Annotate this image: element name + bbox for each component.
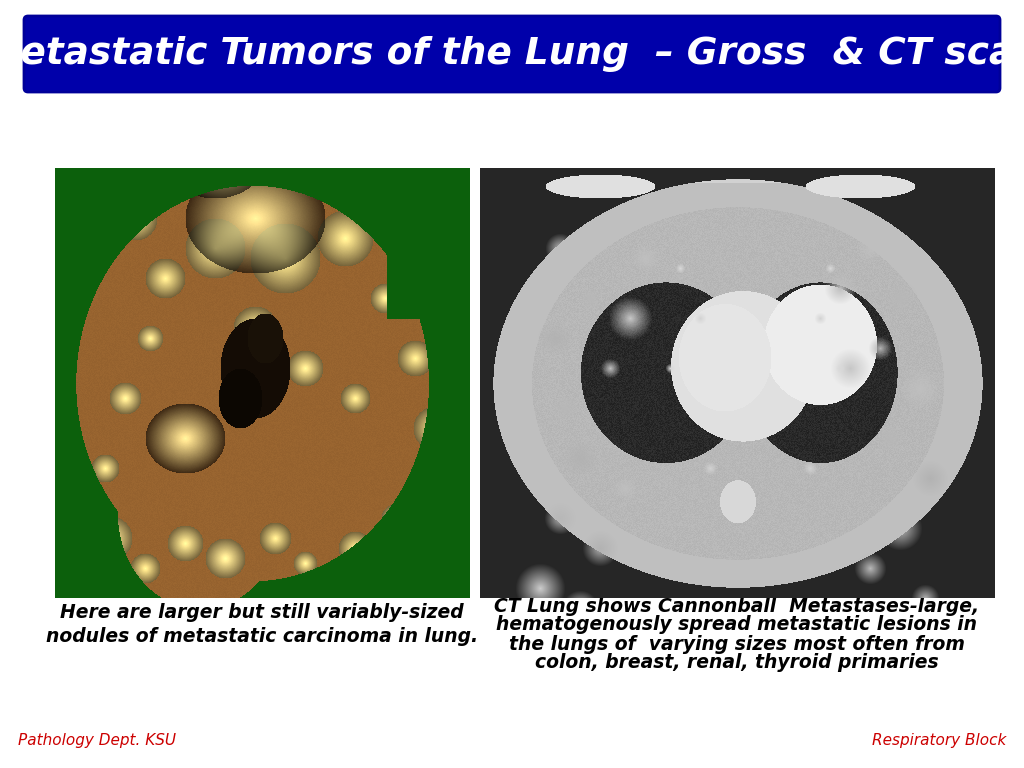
FancyBboxPatch shape xyxy=(24,16,1000,92)
Text: hematogenously spread metastatic lesions in: hematogenously spread metastatic lesions… xyxy=(497,615,978,634)
Text: CT Lung shows Cannonball  Metastases-large,: CT Lung shows Cannonball Metastases-larg… xyxy=(495,597,980,615)
Text: Here are larger but still variably-sized: Here are larger but still variably-sized xyxy=(60,604,464,623)
Text: Respiratory Block: Respiratory Block xyxy=(871,733,1006,748)
Text: Pathology Dept. KSU: Pathology Dept. KSU xyxy=(18,733,176,748)
Text: Metastatic Tumors of the Lung  – Gross  & CT scan: Metastatic Tumors of the Lung – Gross & … xyxy=(0,36,1024,72)
Text: nodules of metastatic carcinoma in lung.: nodules of metastatic carcinoma in lung. xyxy=(46,627,478,645)
Text: colon, breast, renal, thyroid primaries: colon, breast, renal, thyroid primaries xyxy=(536,654,939,673)
Text: the lungs of  varying sizes most often from: the lungs of varying sizes most often fr… xyxy=(509,634,965,654)
